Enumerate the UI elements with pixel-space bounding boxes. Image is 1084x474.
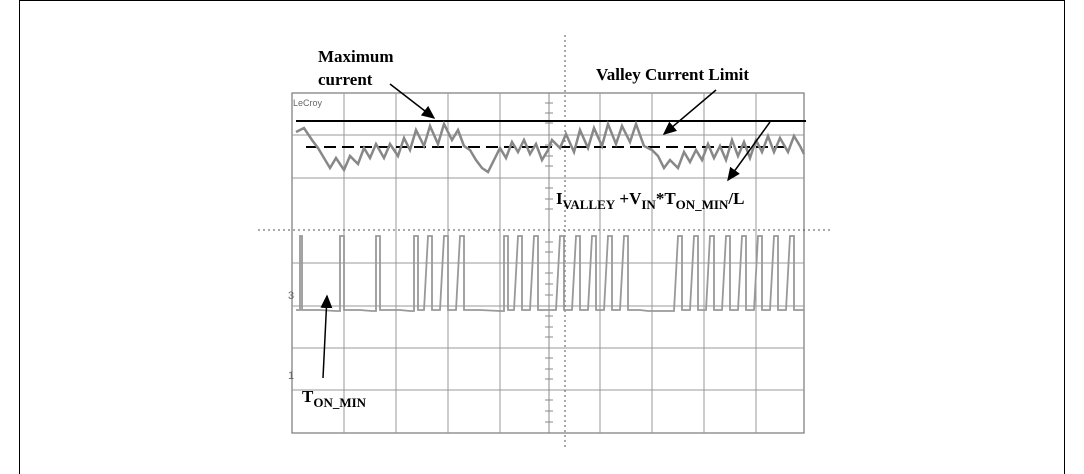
- inductor-current-waveform: [295, 120, 806, 174]
- formula-i: I: [556, 189, 563, 208]
- valley-current-limit-label: Valley Current Limit: [596, 65, 749, 84]
- center-axis-ticks: [545, 102, 553, 423]
- formula-label: IVALLEY +VIN*TON_MIN/L: [556, 189, 744, 212]
- channel-1-marker: 1: [288, 370, 294, 382]
- ton-min-label: TON_MIN: [302, 387, 367, 410]
- formula-valley-sub: VALLEY: [563, 197, 616, 212]
- ton-min-sub: ON_MIN: [313, 395, 366, 410]
- valley-limit-arrow: [662, 89, 717, 135]
- ton-min-t: T: [302, 387, 314, 406]
- max-current-label-line1: Maximum: [318, 47, 394, 66]
- scope-brand: LeCroy: [293, 98, 323, 108]
- max-current-label-line2: current: [318, 70, 373, 89]
- ton-min-arrow: [320, 294, 333, 379]
- formula-in-sub: IN: [641, 197, 656, 212]
- formula-plus-v: +V: [615, 189, 642, 208]
- max-current-arrow: [389, 83, 436, 119]
- formula-tail: /L: [727, 189, 744, 208]
- formula-ton-sub: ON_MIN: [676, 197, 729, 212]
- formula-arrow: [727, 121, 771, 182]
- formula-star-t: *T: [656, 189, 677, 208]
- scope-grid: [292, 93, 804, 433]
- switch-node-waveform: [296, 235, 804, 312]
- figure-frame: [19, 0, 1065, 474]
- channel-3-marker: 3: [288, 290, 294, 302]
